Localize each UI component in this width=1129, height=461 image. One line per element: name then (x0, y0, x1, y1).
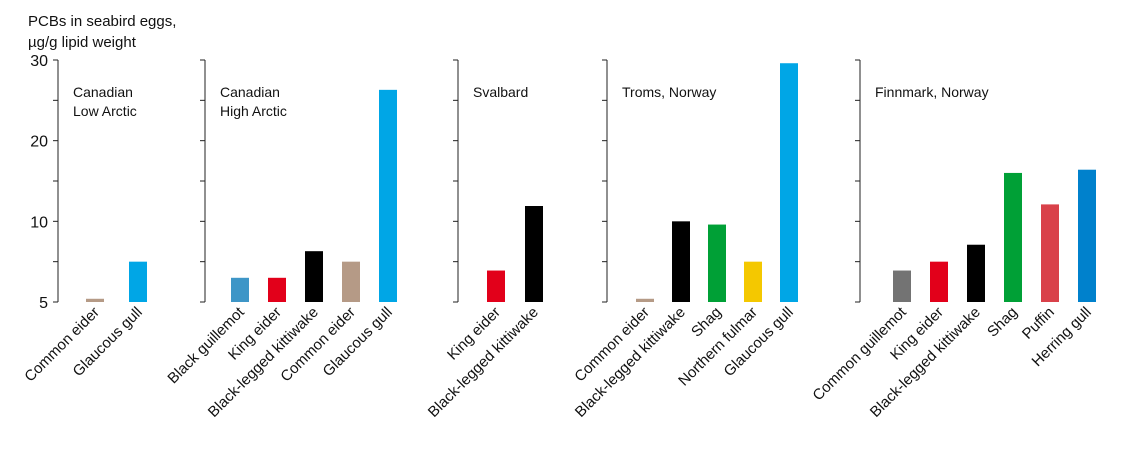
bar (636, 298, 654, 302)
bar (1041, 204, 1059, 302)
bar (1078, 169, 1096, 302)
bar (342, 261, 360, 302)
bar (780, 63, 798, 302)
panel-label: Svalbard (473, 84, 528, 100)
bar (305, 251, 323, 302)
y-axis-label-line-1: PCBs in seabird eggs, (28, 13, 176, 30)
bar (86, 298, 104, 302)
bar (708, 224, 726, 302)
bar (967, 244, 985, 302)
y-tick-label: 5 (39, 295, 48, 312)
panel-label: Finnmark, Norway (875, 84, 989, 100)
y-axis-label-line-2: µg/g lipid weight (28, 34, 137, 51)
panel-label: Canadian (220, 84, 280, 100)
panel-label: Troms, Norway (622, 84, 716, 100)
bar (129, 261, 147, 302)
bar (268, 277, 286, 302)
bar (930, 261, 948, 302)
bar (1004, 172, 1022, 302)
bar (231, 277, 249, 302)
bar (893, 270, 911, 302)
bar (525, 206, 543, 302)
category-label: Common eider (21, 304, 103, 386)
panel-label: High Arctic (220, 103, 287, 119)
panel-label: Low Arctic (73, 103, 137, 119)
y-tick-label: 10 (30, 214, 48, 231)
bar (379, 89, 397, 302)
bar (744, 261, 762, 302)
panel-label: Canadian (73, 84, 133, 100)
y-tick-label: 20 (30, 134, 48, 151)
y-tick-label: 30 (30, 53, 48, 70)
bar (487, 270, 505, 302)
category-label: Shag (984, 304, 1021, 341)
bar (672, 221, 690, 302)
